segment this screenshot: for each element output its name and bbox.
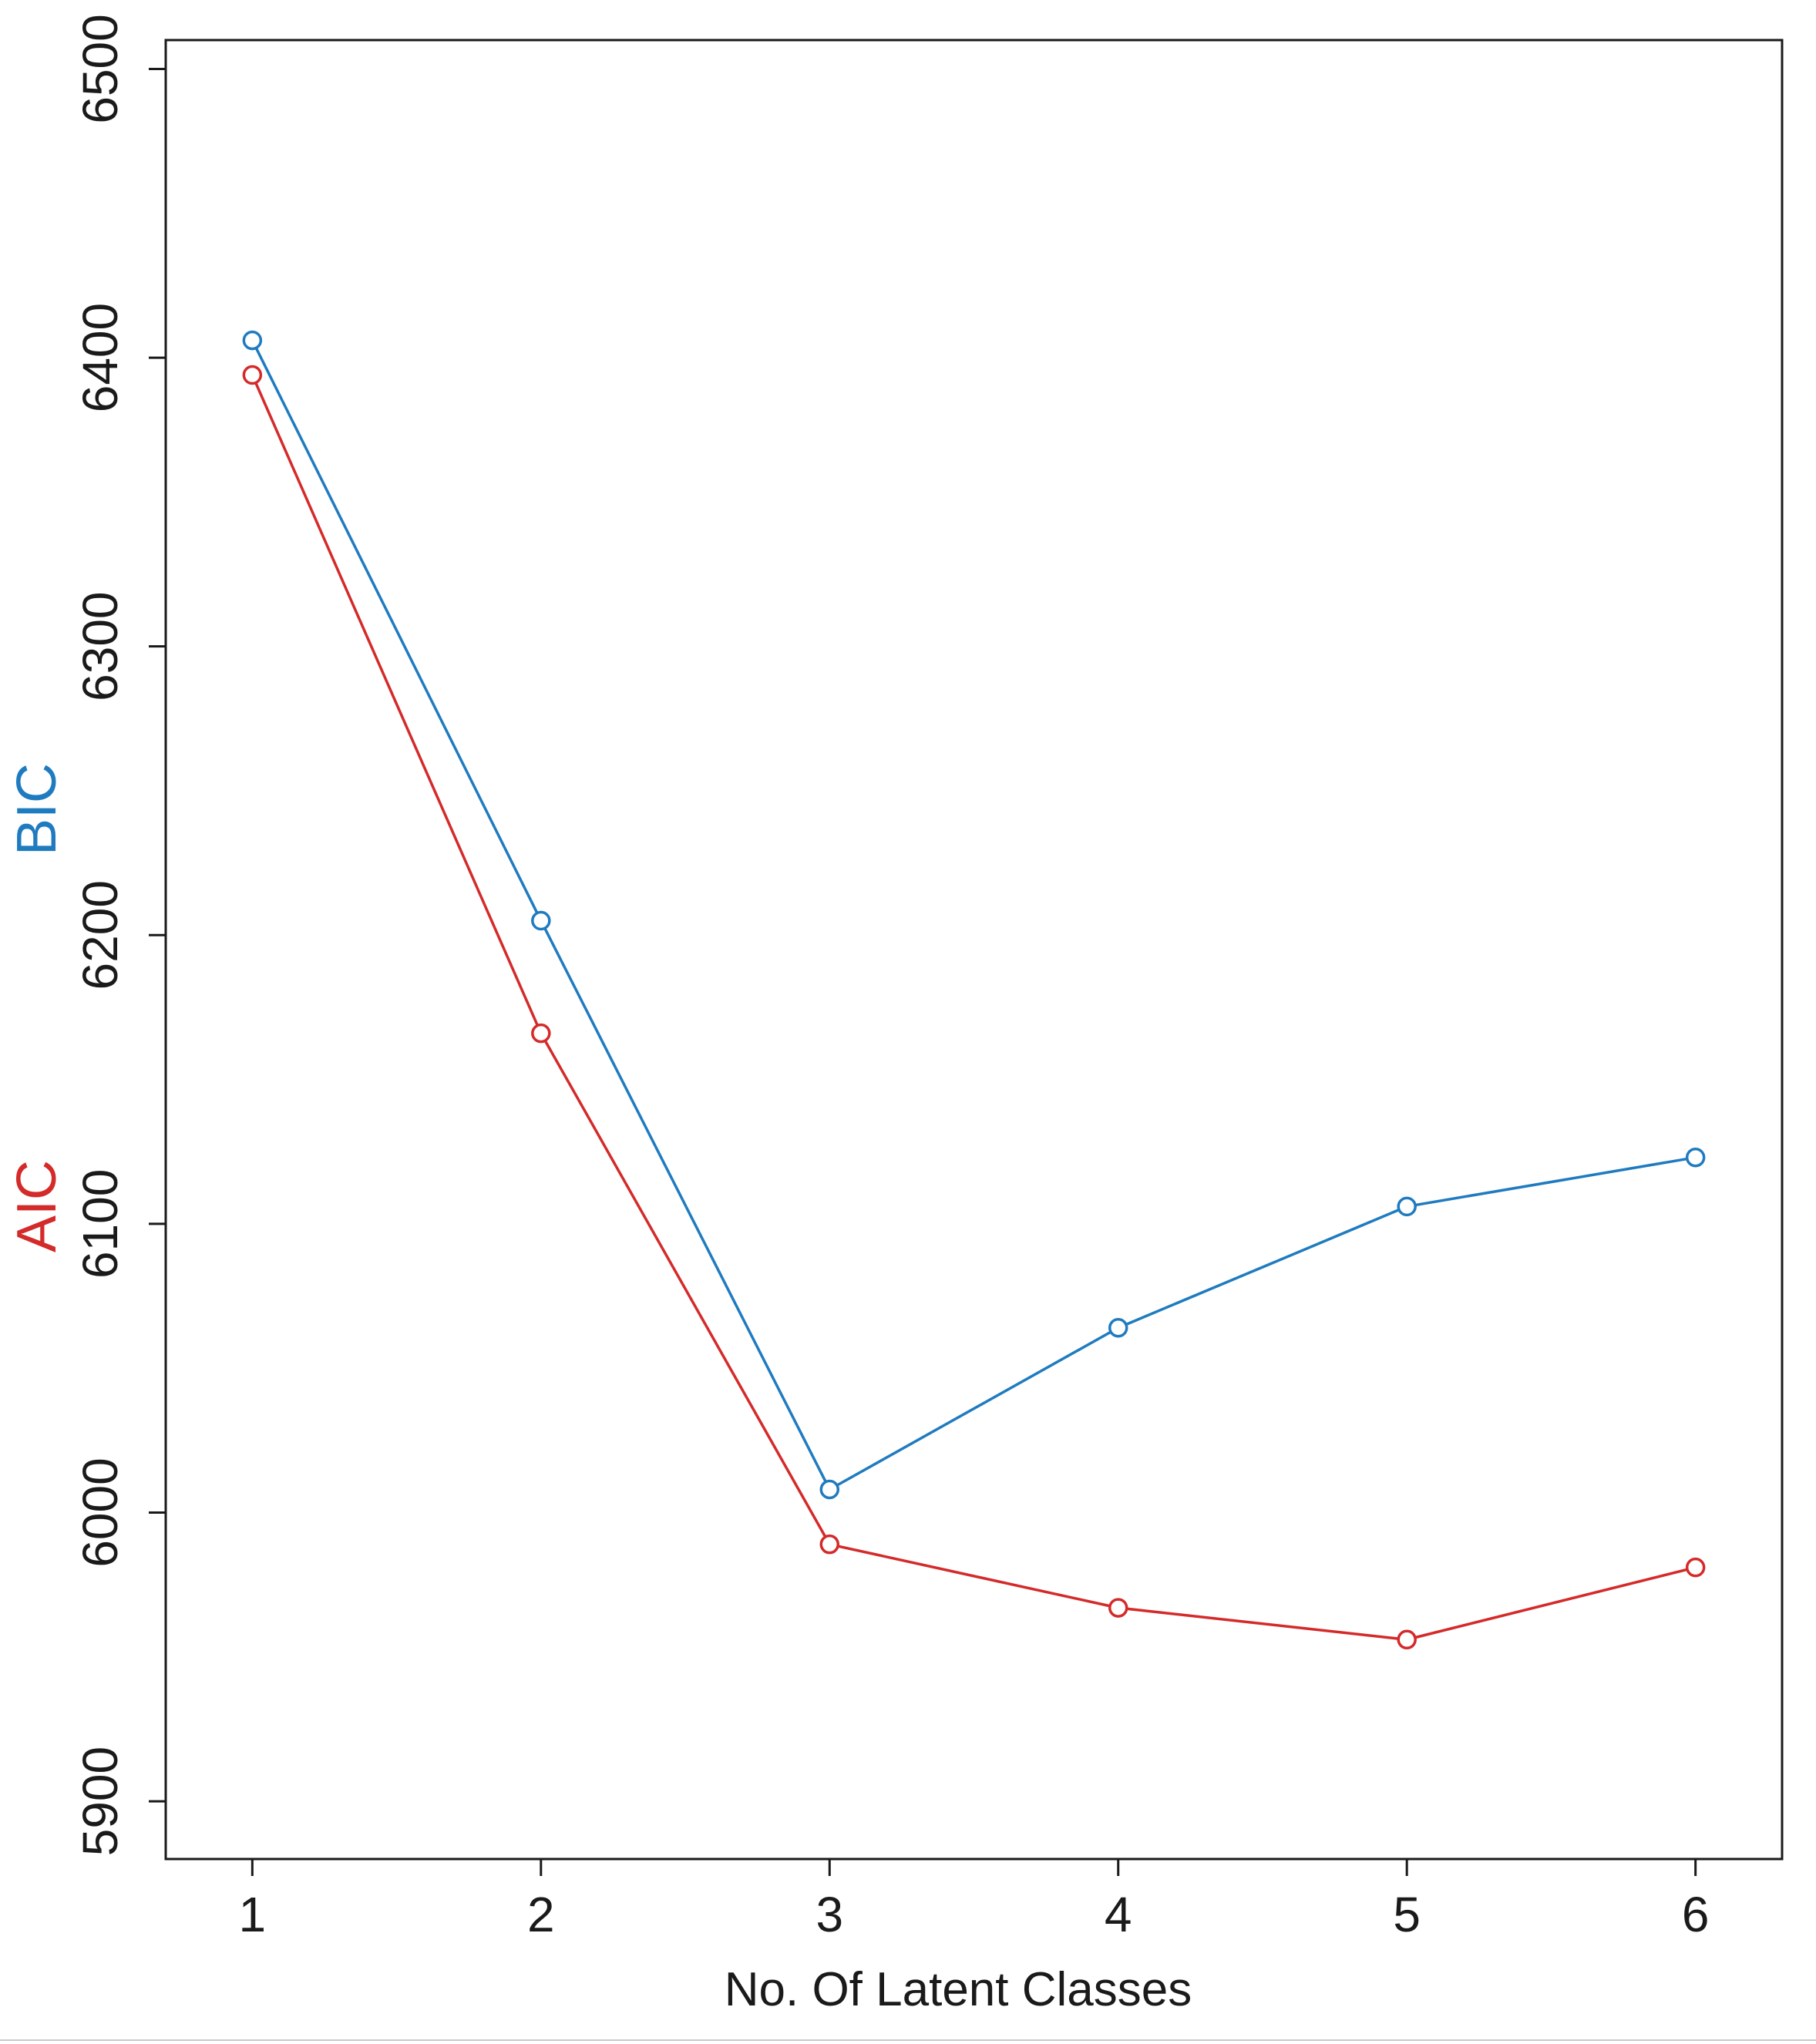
x-tick-label: 1	[239, 1887, 267, 1942]
series-line-segment	[836, 1330, 1111, 1487]
series-line-segment	[837, 1545, 1111, 1608]
series-line-segment	[543, 927, 827, 1483]
data-point	[242, 365, 263, 385]
series-line-segment	[1126, 1607, 1399, 1640]
data-point	[531, 1023, 551, 1044]
y-tick-label: 6500	[72, 14, 128, 123]
data-point	[1108, 1317, 1128, 1338]
series-layer	[242, 330, 1706, 1650]
x-tick-label: 5	[1393, 1887, 1421, 1942]
bottom-rule	[0, 2039, 1816, 2041]
data-point	[819, 1534, 840, 1555]
y-tick-label: 6200	[72, 880, 128, 990]
data-point	[1685, 1557, 1706, 1578]
y-tick-label: 6000	[72, 1457, 128, 1567]
x-tick-label: 2	[527, 1887, 555, 1942]
data-point	[1397, 1196, 1417, 1217]
y-axis-title: AIC BIC	[6, 763, 68, 1252]
series-line-segment	[1414, 1568, 1688, 1639]
y-axis: 5900 6000 6100 6200 6300 6400 6500	[72, 14, 166, 1856]
x-axis-title: No. Of Latent Classes	[725, 1963, 1192, 2016]
x-axis: 1 2 3 4 5 6	[239, 1859, 1710, 1942]
series-line-segment	[254, 347, 539, 914]
data-point	[1685, 1147, 1706, 1168]
series-line-segment	[543, 1040, 827, 1538]
plot-frame	[164, 39, 1784, 1861]
series-line-segment	[1125, 1209, 1400, 1326]
series-line-segment	[254, 382, 539, 1027]
y-axis-title-bic: BIC	[6, 763, 68, 856]
y-tick-label: 6100	[72, 1169, 128, 1279]
data-point	[819, 1479, 840, 1500]
y-axis-title-aic: AIC	[6, 1160, 68, 1252]
y-tick-label: 6400	[72, 303, 128, 412]
data-point	[531, 910, 551, 931]
x-tick-label: 3	[816, 1887, 843, 1942]
series-aic	[242, 365, 1706, 1650]
series-line-segment	[1414, 1157, 1688, 1207]
x-tick-label: 4	[1105, 1887, 1132, 1942]
y-tick-label: 6300	[72, 591, 128, 701]
data-point	[1108, 1598, 1128, 1618]
y-tick-label: 5900	[72, 1746, 128, 1856]
data-point	[1397, 1629, 1417, 1650]
series-bic	[242, 330, 1706, 1500]
data-point	[242, 330, 263, 351]
x-tick-label: 6	[1682, 1887, 1710, 1942]
